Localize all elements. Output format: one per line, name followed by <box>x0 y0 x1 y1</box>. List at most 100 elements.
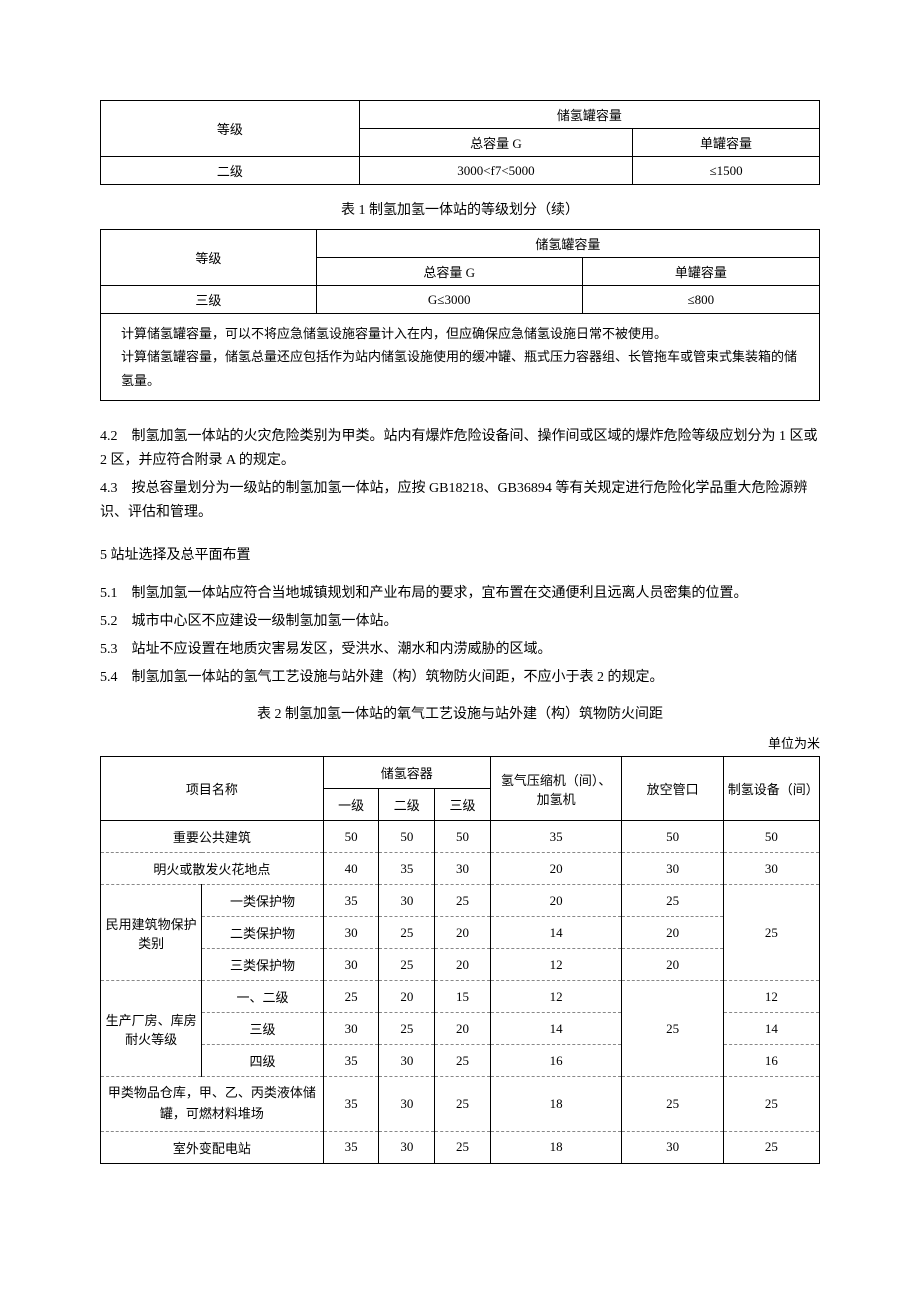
para-4-3: 4.3 按总容量划分为一级站的制氢加氢一体站，应按 GB18218、GB3689… <box>100 477 820 525</box>
t2-r4-v4: 20 <box>622 949 723 981</box>
t2-r6-v2: 20 <box>435 1013 491 1045</box>
t2-r9-name: 室外变配电站 <box>101 1131 324 1163</box>
para-5-1: 5.1 制氢加氢一体站应符合当地城镇规划和产业布局的要求，宜布置在交通便利且远离… <box>100 582 820 606</box>
t1b-capacity-header: 储氢罐容量 <box>316 230 819 258</box>
table2-caption: 表 2 制氢加氢一体站的氧气工艺设施与站外建（构）筑物防火间距 <box>100 703 820 723</box>
t2-r1-name: 明火或散发火花地点 <box>101 853 324 885</box>
t2-r1-v4: 30 <box>622 853 723 885</box>
t2-r0-v1: 50 <box>379 821 435 853</box>
t2-r9-v2: 25 <box>435 1131 491 1163</box>
table2-unit: 单位为米 <box>100 733 820 752</box>
t2-r3-name: 二类保护物 <box>202 917 324 949</box>
t2-r4-name: 三类保护物 <box>202 949 324 981</box>
t1t-grade-header: 等级 <box>101 101 360 157</box>
t2-r3-v1: 25 <box>379 917 435 949</box>
t2-h-equip: 制氢设备（间） <box>723 757 819 821</box>
t2-h-project: 项目名称 <box>101 757 324 821</box>
t1b-row-single: ≤800 <box>582 286 819 314</box>
t2-r3-v0: 30 <box>323 917 379 949</box>
t2-r4-v2: 20 <box>435 949 491 981</box>
t2-r0-v4: 50 <box>622 821 723 853</box>
t2-r3-v3: 14 <box>490 917 622 949</box>
t2-r5-cat: 生产厂房、库房耐火等级 <box>101 981 202 1077</box>
t2-r0-v5: 50 <box>723 821 819 853</box>
t2-r8-v4: 25 <box>622 1077 723 1132</box>
t2-r2-v0: 35 <box>323 885 379 917</box>
t2-r0-v2: 50 <box>435 821 491 853</box>
t1t-row-single: ≤1500 <box>633 157 820 185</box>
t1t-row-total: 3000<f7<5000 <box>359 157 632 185</box>
table2: 项目名称储氢容器氢气压缩机（间）、加氢机放空管口制氢设备（间）一级二级三级重要公… <box>100 756 820 1164</box>
t2-r9-v4: 30 <box>622 1131 723 1163</box>
t2-r4-v0: 30 <box>323 949 379 981</box>
section-5-title: 5 站址选择及总平面布置 <box>100 544 820 568</box>
t2-r5-v0: 25 <box>323 981 379 1013</box>
t2-r9-v5: 25 <box>723 1131 819 1163</box>
t2-r1-v0: 40 <box>323 853 379 885</box>
t1b-note2: 计算储氢罐容量，储氢总量还应包括作为站内储氢设施使用的缓冲罐、瓶式压力容器组、长… <box>121 345 799 392</box>
t2-r5-v4: 25 <box>622 981 723 1077</box>
t2-r0-v3: 35 <box>490 821 622 853</box>
t1b-notes: 计算储氢罐容量，可以不将应急储氢设施容量计入在内，但应确保应急储氢设施日常不被使… <box>101 314 820 401</box>
t2-r8-v1: 30 <box>379 1077 435 1132</box>
t1t-capacity-header: 储氢罐容量 <box>359 101 819 129</box>
t2-h-vent: 放空管口 <box>622 757 723 821</box>
t2-h-lvl1: 一级 <box>323 789 379 821</box>
para-5-4: 5.4 制氢加氢一体站的氢气工艺设施与站外建（构）筑物防火间距，不应小于表 2 … <box>100 666 820 690</box>
t2-r6-name: 三级 <box>202 1013 324 1045</box>
t2-r3-v2: 20 <box>435 917 491 949</box>
t1b-total-header: 总容量 G <box>316 258 582 286</box>
t2-r4-v3: 12 <box>490 949 622 981</box>
para-4-2: 4.2 制氢加氢一体站的火灾危险类别为甲类。站内有爆炸危险设备间、操作间或区域的… <box>100 425 820 473</box>
t2-r6-v5: 14 <box>723 1013 819 1045</box>
t2-h-lvl2: 二级 <box>379 789 435 821</box>
t2-r5-v1: 20 <box>379 981 435 1013</box>
t2-r7-v3: 16 <box>490 1045 622 1077</box>
t1b-grade-header: 等级 <box>101 230 317 286</box>
t2-r5-v5: 12 <box>723 981 819 1013</box>
table1-bottom: 等级 储氢罐容量 总容量 G 单罐容量 三级 G≤3000 ≤800 计算储氢罐… <box>100 229 820 401</box>
t1t-single-header: 单罐容量 <box>633 129 820 157</box>
t2-r5-name: 一、二级 <box>202 981 324 1013</box>
t2-r9-v0: 35 <box>323 1131 379 1163</box>
t2-r2-v5: 25 <box>723 885 819 981</box>
para-5-2: 5.2 城市中心区不应建设一级制氢加氢一体站。 <box>100 610 820 634</box>
table1-top: 等级 储氢罐容量 总容量 G 单罐容量 二级 3000<f7<5000 ≤150… <box>100 100 820 185</box>
t2-r8-v5: 25 <box>723 1077 819 1132</box>
t1b-row-total: G≤3000 <box>316 286 582 314</box>
t1t-row-grade: 二级 <box>101 157 360 185</box>
t2-r9-v3: 18 <box>490 1131 622 1163</box>
t2-h-container: 储氢容器 <box>323 757 490 789</box>
t2-r2-v2: 25 <box>435 885 491 917</box>
t1t-total-header: 总容量 G <box>359 129 632 157</box>
t2-r0-name: 重要公共建筑 <box>101 821 324 853</box>
t2-r7-name: 四级 <box>202 1045 324 1077</box>
t2-r6-v3: 14 <box>490 1013 622 1045</box>
t2-r7-v2: 25 <box>435 1045 491 1077</box>
t2-r9-v1: 30 <box>379 1131 435 1163</box>
t2-r6-v1: 25 <box>379 1013 435 1045</box>
t2-r2-v1: 30 <box>379 885 435 917</box>
t2-h-lvl3: 三级 <box>435 789 491 821</box>
t2-r8-name: 甲类物品仓库，甲、乙、丙类液体储罐，可燃材料堆场 <box>101 1077 324 1132</box>
t1b-single-header: 单罐容量 <box>582 258 819 286</box>
t2-r0-v0: 50 <box>323 821 379 853</box>
t2-r8-v3: 18 <box>490 1077 622 1132</box>
t2-r6-v0: 30 <box>323 1013 379 1045</box>
t1b-note1: 计算储氢罐容量，可以不将应急储氢设施容量计入在内，但应确保应急储氢设施日常不被使… <box>121 322 799 345</box>
t2-r1-v1: 35 <box>379 853 435 885</box>
t2-r2-name: 一类保护物 <box>202 885 324 917</box>
t2-r1-v5: 30 <box>723 853 819 885</box>
table1-caption: 表 1 制氢加氢一体站的等级划分（续） <box>100 199 820 219</box>
t2-r5-v2: 15 <box>435 981 491 1013</box>
t2-r2-cat: 民用建筑物保护类别 <box>101 885 202 981</box>
t2-r7-v0: 35 <box>323 1045 379 1077</box>
t2-r3-v4: 20 <box>622 917 723 949</box>
t1b-row-grade: 三级 <box>101 286 317 314</box>
para-5-3: 5.3 站址不应设置在地质灾害易发区，受洪水、潮水和内涝威胁的区域。 <box>100 638 820 662</box>
t2-r1-v3: 20 <box>490 853 622 885</box>
t2-r1-v2: 30 <box>435 853 491 885</box>
t2-h-compressor: 氢气压缩机（间）、加氢机 <box>490 757 622 821</box>
t2-r5-v3: 12 <box>490 981 622 1013</box>
t2-r4-v1: 25 <box>379 949 435 981</box>
